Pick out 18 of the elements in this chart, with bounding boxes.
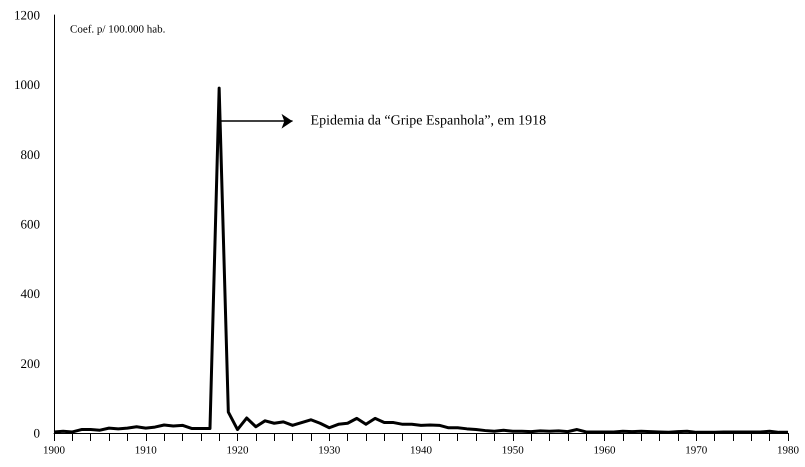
x-tick-label: 1960 <box>594 444 616 456</box>
y-tick-label: 1200 <box>14 8 40 22</box>
y-tick-label: 600 <box>20 216 40 232</box>
annotation: Epidemia da “Gripe Espanhola”, em 1918 <box>310 114 546 129</box>
x-tick-label: 1930 <box>318 444 341 456</box>
x-tick-label: 1940 <box>410 444 432 456</box>
x-tick-label: 1970 <box>685 444 708 456</box>
x-tick-label: 1920 <box>226 444 249 456</box>
y-tick-label: 200 <box>20 356 40 371</box>
x-tick-label: 1900 <box>43 444 66 456</box>
x-tick-label: 1980 <box>777 444 800 456</box>
x-tick-label: 1910 <box>134 444 158 456</box>
y-tick-label: 0 <box>34 426 40 440</box>
x-tick-label: 1950 <box>502 444 524 456</box>
y-tick-label: 400 <box>20 286 40 302</box>
y-tick-label: 1000 <box>14 77 40 92</box>
y-axis-title: Coef. p/ 100.000 hab. <box>70 24 166 36</box>
y-tick-label: 800 <box>20 146 40 162</box>
